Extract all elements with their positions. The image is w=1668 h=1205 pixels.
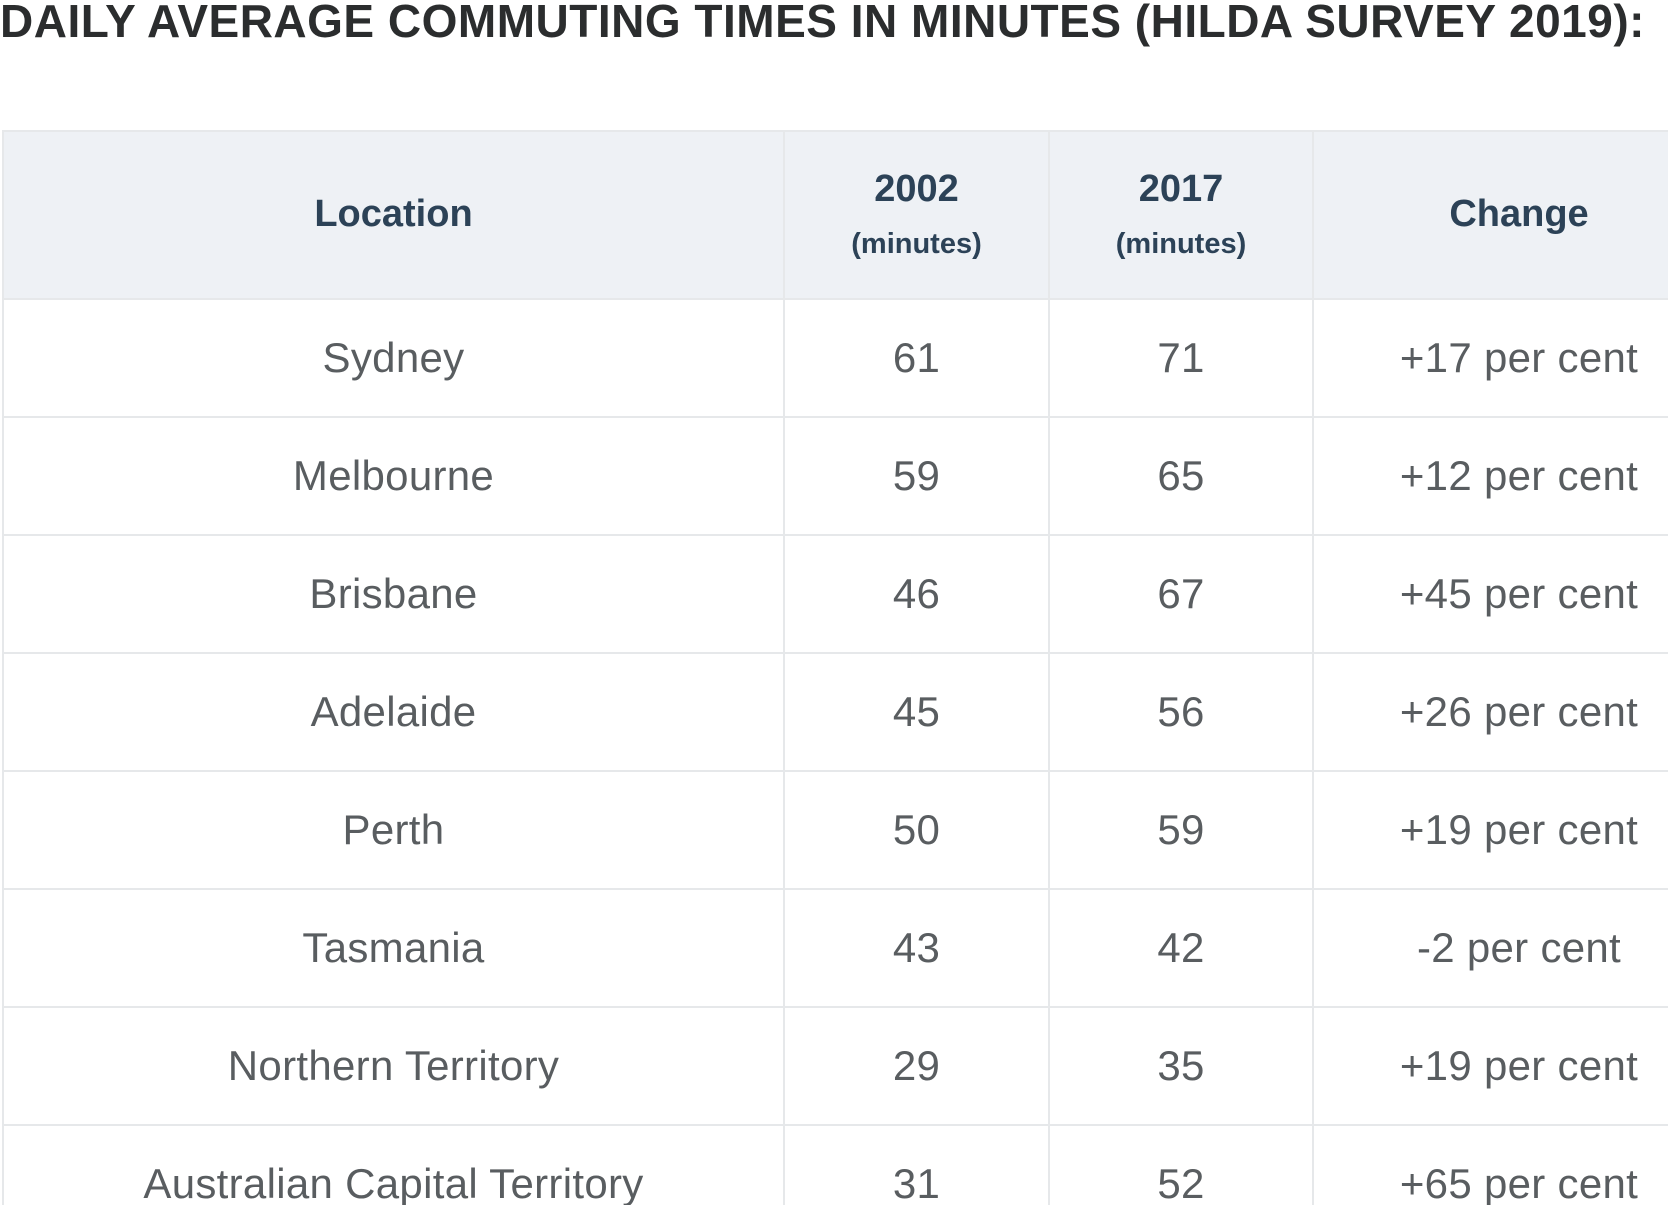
column-header-label: Location [314,193,473,236]
column-header-sublabel: (minutes) [1115,227,1247,260]
column-header-change: Change [1312,130,1668,300]
value-2017-cell: 71 [1048,298,1314,418]
value-2017-cell: 67 [1048,534,1314,654]
column-header-sublabel: (minutes) [851,227,982,260]
location-cell: Australian Capital Territory [2,1124,785,1205]
value-2017-cell: 42 [1048,888,1314,1008]
change-cell: +65 per cent [1312,1124,1668,1205]
location-cell: Melbourne [2,416,785,536]
table-row: Sydney 61 71 +17 per cent [2,298,1668,418]
table-row: Melbourne 59 65 +12 per cent [2,416,1668,536]
header-row: Location 2002 (minutes) 2017 (minutes) Change [2,130,1668,300]
change-cell: +26 per cent [1312,652,1668,772]
table-row: Tasmania 43 42 -2 per cent [2,888,1668,1008]
value-2002-cell: 46 [783,534,1050,654]
table-row: Perth 50 59 +19 per cent [2,770,1668,890]
column-header-label: Change [1449,193,1589,236]
table-row: Brisbane 46 67 +45 per cent [2,534,1668,654]
value-2017-cell: 35 [1048,1006,1314,1126]
value-2017-cell: 65 [1048,416,1314,536]
page-title: DAILY AVERAGE COMMUTING TIMES IN MINUTES… [0,0,1645,47]
location-cell: Northern Territory [2,1006,785,1126]
change-cell: +45 per cent [1312,534,1668,654]
value-2002-cell: 31 [783,1124,1050,1205]
value-2002-cell: 29 [783,1006,1050,1126]
value-2002-cell: 61 [783,298,1050,418]
value-2002-cell: 50 [783,770,1050,890]
value-2017-cell: 52 [1048,1124,1314,1205]
commute-table: Location 2002 (minutes) 2017 (minutes) Change… [2,130,1668,1205]
location-cell: Adelaide [2,652,785,772]
value-2002-cell: 43 [783,888,1050,1008]
change-cell: +19 per cent [1312,1006,1668,1126]
value-2017-cell: 59 [1048,770,1314,890]
table-body: Sydney 61 71 +17 per cent Melbourne 59 65 +12 p… [2,298,1668,1205]
value-2002-cell: 45 [783,652,1050,772]
location-cell: Perth [2,770,785,890]
change-cell: +19 per cent [1312,770,1668,890]
column-header-2002: 2002 (minutes) [783,130,1050,300]
column-header-location: Location [2,130,785,300]
value-2002-cell: 59 [783,416,1050,536]
column-header-label: 2002 [874,168,959,211]
location-cell: Sydney [2,298,785,418]
change-cell: -2 per cent [1312,888,1668,1008]
column-header-label: 2017 [1138,168,1224,211]
table-row: Adelaide 45 56 +26 per cent [2,652,1668,772]
location-cell: Brisbane [2,534,785,654]
table-row: Australian Capital Territory 31 52 +65 per … [2,1124,1668,1205]
value-2017-cell: 56 [1048,652,1314,772]
table-row: Northern Territory 29 35 +19 per cent [2,1006,1668,1126]
table-header: Location 2002 (minutes) 2017 (minutes) Change [2,130,1668,300]
change-cell: +17 per cent [1312,298,1668,418]
column-header-2017: 2017 (minutes) [1048,130,1314,300]
location-cell: Tasmania [2,888,785,1008]
change-cell: +12 per cent [1312,416,1668,536]
